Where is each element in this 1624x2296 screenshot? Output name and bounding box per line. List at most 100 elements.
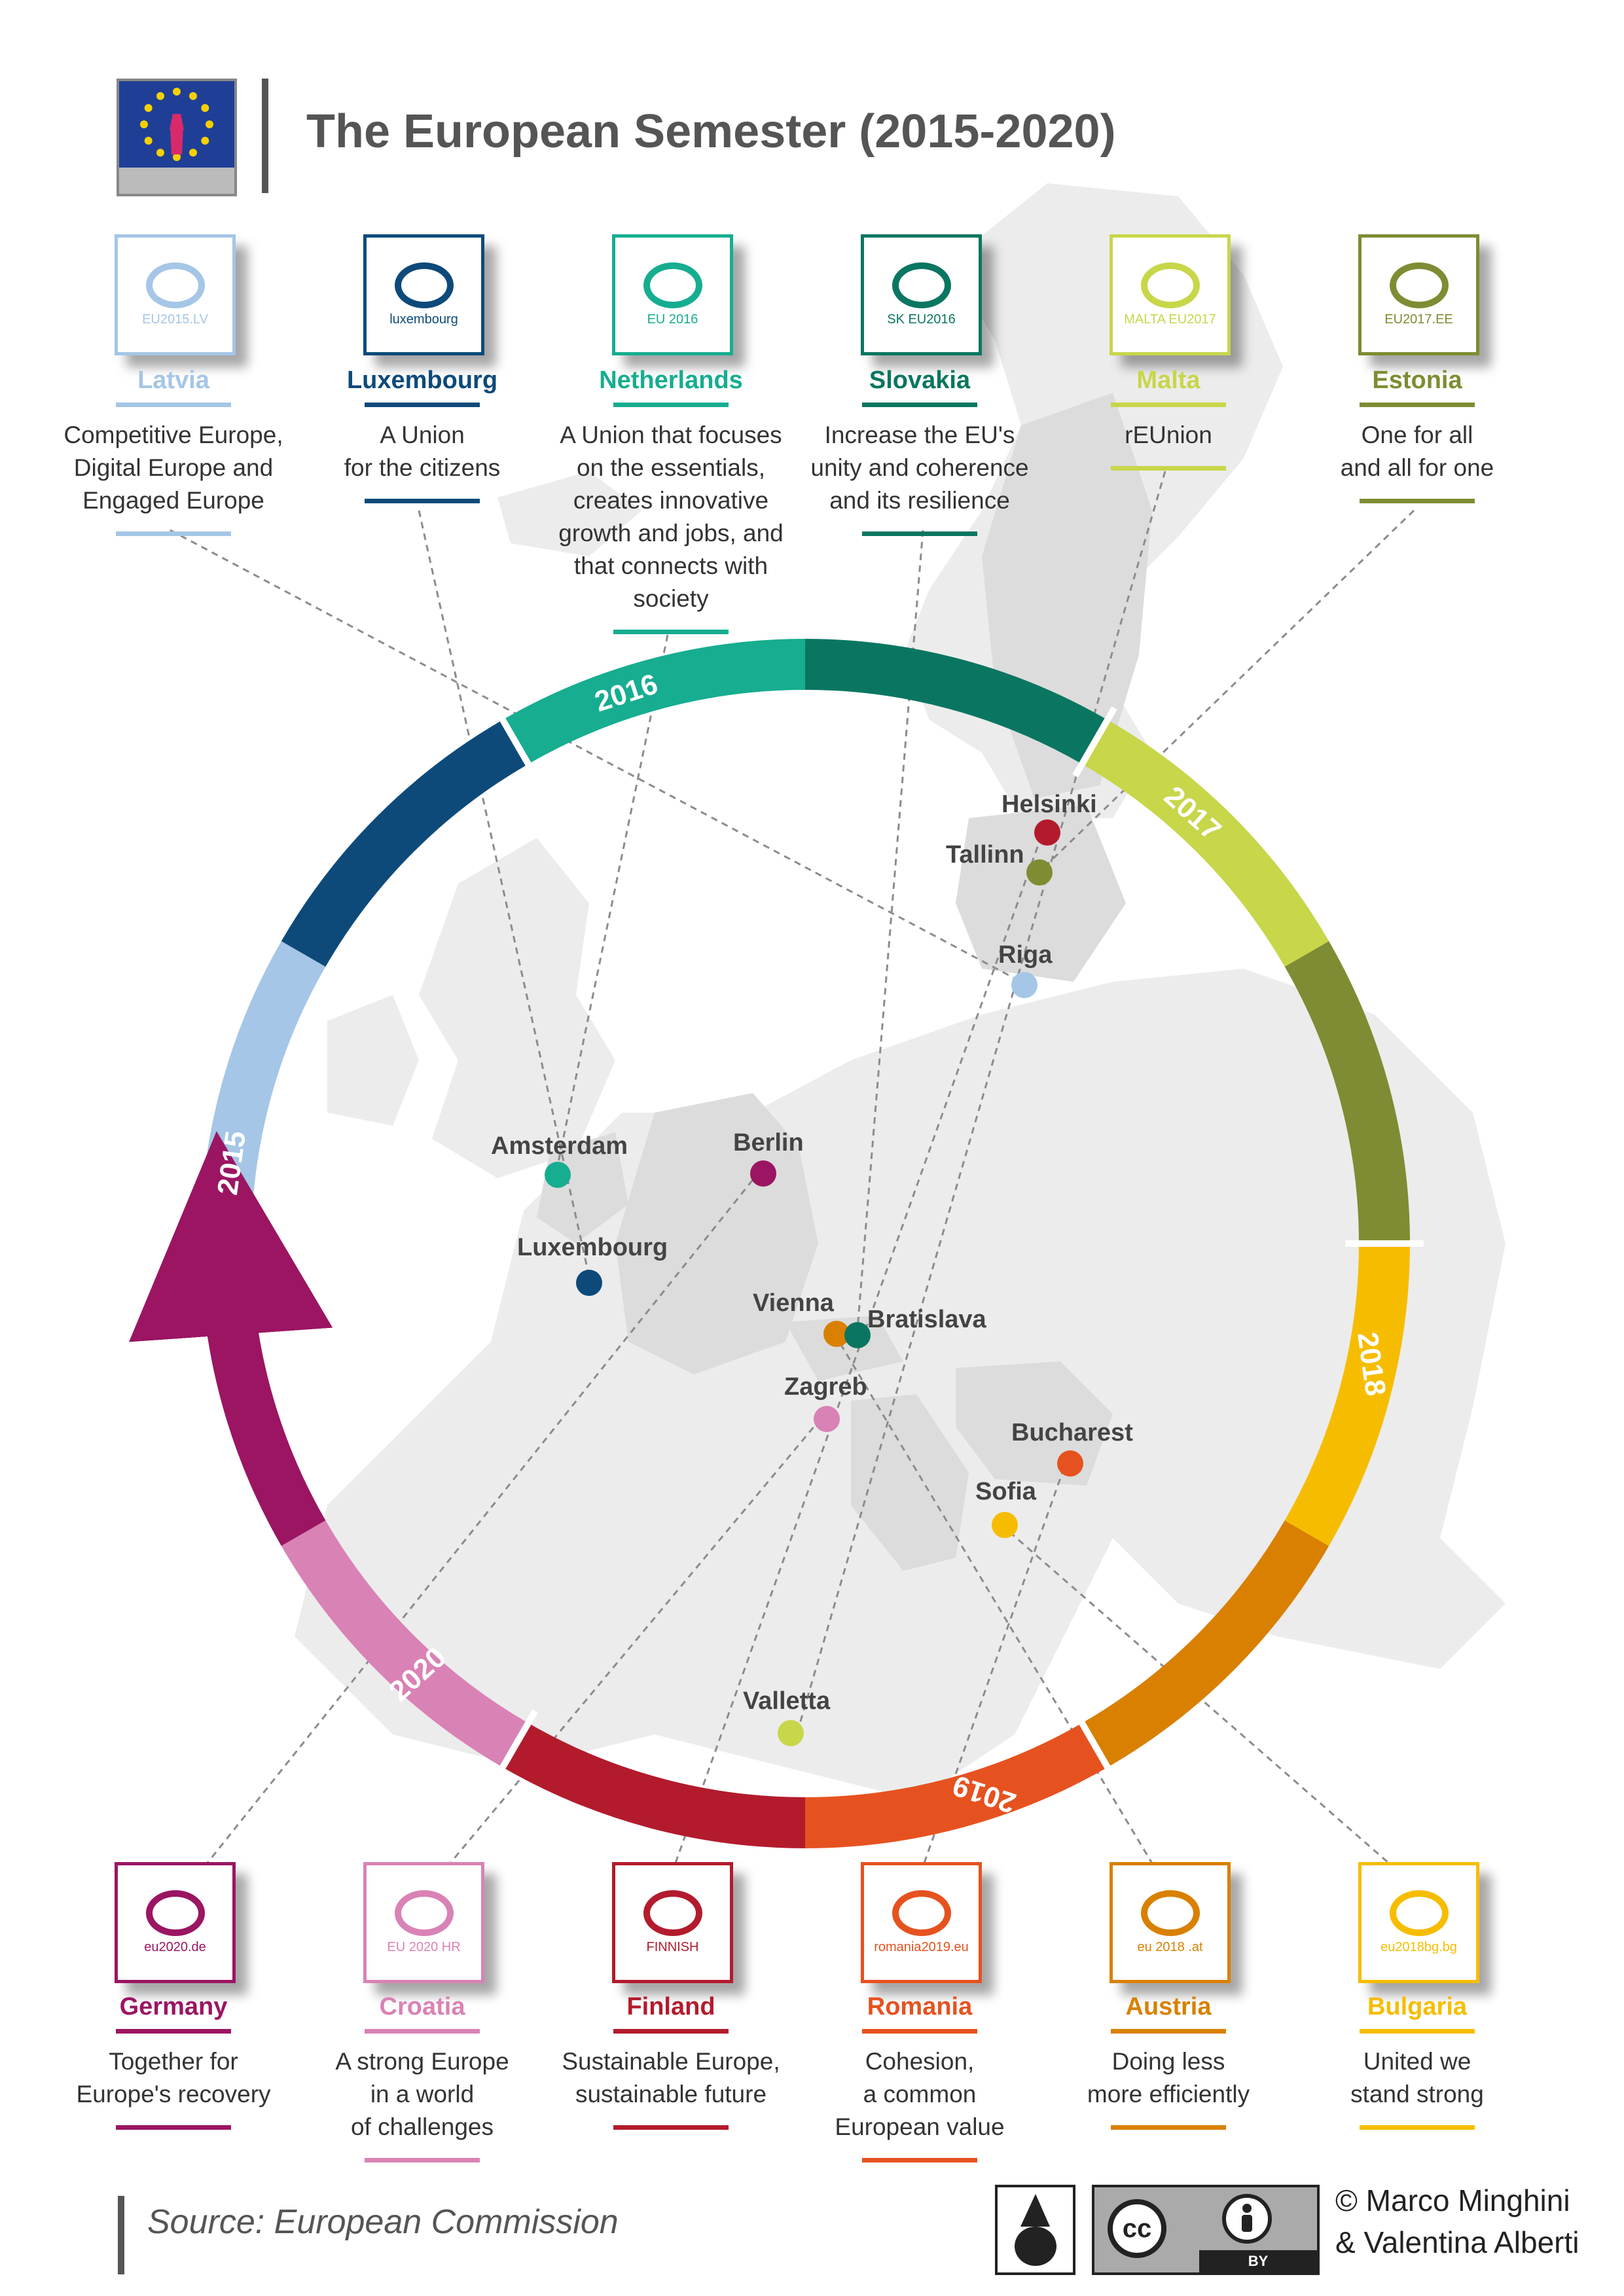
country-underline	[1111, 403, 1226, 407]
credit-line2: & Valentina Alberti	[1335, 2225, 1579, 2259]
bottom-motto-croatia: A strong Europe in a world of challenges	[291, 2045, 553, 2144]
country-underline	[1360, 2029, 1475, 2034]
logo-text: EU 2020 HR	[387, 1940, 461, 1954]
city-marker-amsterdam	[545, 1162, 571, 1188]
leader-bulgaria	[1001, 1524, 1415, 1886]
motto-line: more efficiently	[1087, 2081, 1250, 2108]
bottom-motto-finland: Sustainable Europe, sustainable future	[540, 2045, 802, 2111]
top-country-luxembourg: Luxembourg	[346, 367, 498, 394]
leader-croatia	[431, 1413, 826, 1886]
motto-underline	[116, 2125, 231, 2130]
ring-segment	[1081, 719, 1329, 967]
logo-mark-icon	[1389, 1890, 1449, 1936]
motto-line: society	[633, 585, 709, 612]
logo-text: romania2019.eu	[874, 1940, 969, 1954]
top-motto-latvia: Competitive Europe, Digital Europe and Eng…	[43, 419, 304, 517]
bottom-motto-bulgaria: United we stand strong	[1286, 2045, 1548, 2111]
cc-icon: cc	[1108, 2199, 1166, 2258]
motto-line: and all for one	[1340, 454, 1494, 481]
motto-line: A strong Europe	[335, 2048, 509, 2075]
ring-segment	[503, 1723, 806, 1848]
motto-underline	[1360, 499, 1475, 503]
ring-segment	[804, 639, 1108, 764]
city-label-tallinn: Tallinn	[946, 841, 1024, 869]
ring-segment	[1284, 1243, 1410, 1546]
bottom-country-finland: Finland	[626, 1993, 715, 2020]
motto-line: A Union	[380, 422, 465, 448]
motto-line: European value	[835, 2113, 1005, 2140]
ring-segment	[281, 719, 529, 967]
motto-line: Digital Europe and	[73, 454, 274, 481]
motto-underline	[613, 2125, 729, 2130]
source-note: Source: European Commission	[147, 2203, 619, 2241]
logo-mark-icon	[1389, 262, 1449, 308]
country-underline	[613, 403, 729, 407]
bottom-country-croatia: Croatia	[379, 1993, 465, 2020]
country-underline	[1111, 2029, 1226, 2034]
country-underline	[365, 403, 480, 407]
year-divider	[1072, 1709, 1117, 1781]
ireland-shape	[327, 995, 419, 1126]
logo-text: eu2018bg.bg	[1380, 1940, 1457, 1954]
bottom-country-germany: Germany	[119, 1993, 228, 2020]
logo-mark-icon	[1140, 1890, 1200, 1936]
source-divider	[118, 2196, 124, 2274]
ring-segment	[1284, 941, 1410, 1244]
country-underline	[116, 2029, 231, 2034]
bottom-logo-romania: romania2019.eu	[861, 1862, 982, 1983]
city-marker-valletta	[778, 1720, 804, 1746]
motto-line: unity and coherence	[810, 454, 1029, 481]
balkans-shape	[851, 1394, 969, 1571]
logo-text: eu2020.de	[144, 1940, 206, 1954]
bottom-motto-austria: Doing less more efficiently	[1038, 2045, 1299, 2111]
top-logo-slovakia: SK EU2016	[861, 234, 982, 355]
eu-flag-logo	[117, 79, 237, 196]
motto-line: growth and jobs, and	[558, 520, 784, 547]
city-label-sofia: Sofia	[975, 1478, 1036, 1505]
city-label-zagreb: Zagreb	[784, 1373, 867, 1401]
city-label-bucharest: Bucharest	[1011, 1419, 1133, 1446]
city-marker-zagreb	[814, 1406, 840, 1432]
top-country-estonia: Estonia	[1372, 367, 1462, 394]
logo-mark-icon	[394, 262, 454, 308]
logo-text: MALTA EU2017	[1124, 312, 1216, 327]
city-marker-bucharest	[1057, 1450, 1083, 1477]
city-label-valletta: Valletta	[743, 1687, 831, 1715]
top-country-latvia: Latvia	[137, 367, 209, 394]
logo-text: FINNISH	[646, 1940, 699, 1954]
motto-underline	[862, 531, 977, 536]
motto-line: sustainable future	[575, 2081, 767, 2108]
top-country-slovakia: Slovakia	[869, 367, 971, 394]
country-underline	[862, 2029, 977, 2034]
leader-austria	[830, 1328, 1166, 1886]
motto-line: Doing less	[1111, 2048, 1225, 2075]
ring-segment	[804, 1723, 1108, 1848]
year-divider	[493, 1709, 538, 1781]
top-motto-luxembourg: A Union for the citizens	[291, 419, 553, 484]
iceland-shape	[497, 471, 641, 556]
bottom-country-romania: Romania	[867, 1993, 973, 2020]
city-label-luxembourg: Luxembourg	[517, 1234, 668, 1261]
bottom-country-bulgaria: Bulgaria	[1367, 1993, 1468, 2020]
top-country-netherlands: Netherlands	[599, 367, 743, 394]
baltic-shape	[956, 805, 1126, 982]
motto-line: in a world	[370, 2081, 475, 2108]
year-divider	[493, 706, 538, 778]
city-marker-bratislava	[844, 1322, 871, 1348]
city-marker-sofia	[992, 1512, 1018, 1538]
credit: © Marco Minghini & Valentina Alberti	[1335, 2179, 1579, 2263]
attribution-icon	[1222, 2194, 1272, 2244]
bottom-logo-austria: eu 2018 .at	[1110, 1862, 1231, 1983]
bottom-motto-germany: Together for Europe's recovery	[43, 2045, 304, 2111]
city-marker-riga	[1011, 972, 1038, 998]
top-motto-estonia: One for all and all for one	[1286, 419, 1548, 484]
ring-segment	[1081, 1520, 1329, 1768]
gnome-icon	[1015, 2194, 1056, 2266]
top-logo-latvia: EU2015.LV	[115, 234, 236, 355]
motto-line: Cohesion,	[865, 2048, 975, 2075]
page-title: The European Semester (2015-2020)	[306, 105, 1116, 158]
credit-line1: © Marco Minghini	[1335, 2183, 1570, 2217]
logo-mark-icon	[643, 1890, 702, 1936]
motto-line: Increase the EU's	[824, 422, 1015, 448]
